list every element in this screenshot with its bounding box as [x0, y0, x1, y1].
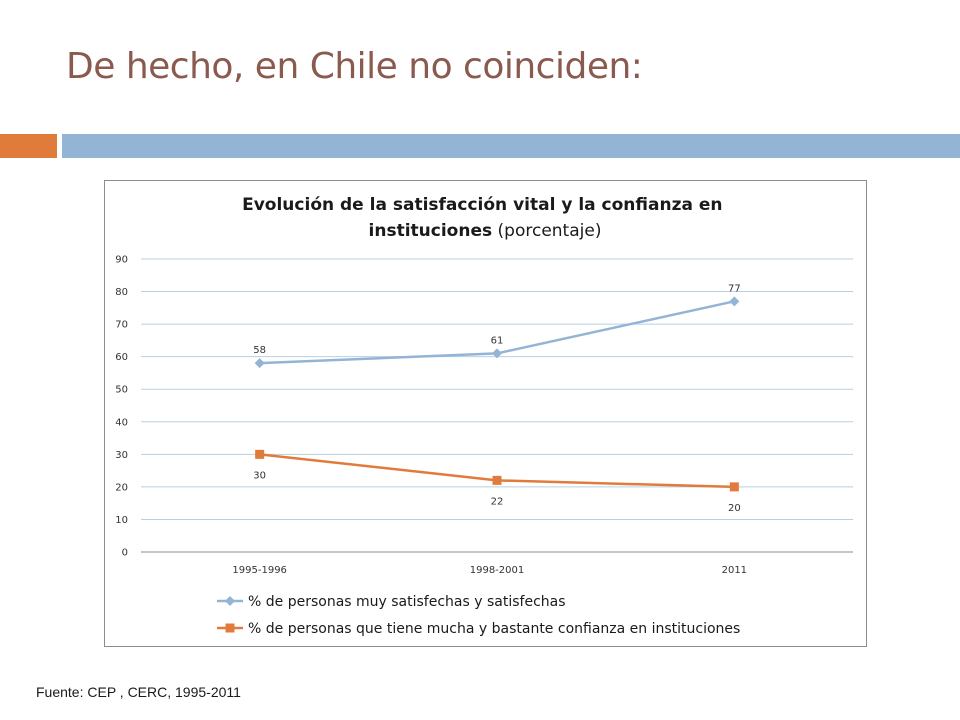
y-tick-label: 0: [122, 548, 128, 559]
legend-item: % de personas que tiene mucha y bastante…: [217, 621, 740, 637]
series-1: 58 61 77: [253, 283, 741, 369]
legend-item: % de personas muy satisfechas y satisfec…: [217, 594, 566, 610]
data-label: 22: [491, 496, 504, 507]
y-tick-label: 80: [115, 287, 128, 298]
chart-title-bold-word: instituciones: [369, 221, 493, 241]
grid-layer: [141, 258, 853, 553]
x-tick-label: 2011: [722, 565, 747, 576]
y-tick-label: 20: [115, 482, 128, 493]
y-tick-label: 70: [115, 320, 128, 331]
data-point: [729, 296, 740, 307]
chart-title: Evolución de la satisfacción vital y la …: [242, 195, 728, 241]
legend-marker: [225, 596, 235, 606]
y-tick-label: 50: [115, 385, 128, 396]
legend-label: % de personas muy satisfechas y satisfec…: [248, 594, 566, 610]
y-tick-label: 90: [115, 255, 128, 266]
y-tick-label: 40: [115, 417, 128, 428]
data-label: 58: [253, 345, 266, 356]
data-point: [255, 449, 265, 459]
accent-bar-orange: [0, 134, 57, 158]
data-point: [254, 358, 265, 369]
data-label: 20: [728, 503, 741, 514]
data-point: [729, 482, 739, 492]
data-label: 61: [491, 335, 504, 346]
data-label: 30: [253, 470, 266, 481]
slide-title: De hecho, en Chile no coinciden:: [66, 46, 643, 87]
accent-bar-blue: [62, 134, 960, 158]
y-tick-label: 10: [115, 515, 128, 526]
chart-frame: Evolución de la satisfacción vital y la …: [104, 180, 867, 647]
y-tick-label: 30: [115, 450, 128, 461]
y-tick-label: 60: [115, 352, 128, 363]
chart-title-line1: Evolución de la satisfacción vital y la …: [242, 195, 722, 215]
source-note: Fuente: CEP , CERC, 1995-2011: [36, 684, 241, 700]
data-label: 77: [728, 283, 741, 294]
line-chart: Evolución de la satisfacción vital y la …: [115, 195, 853, 637]
data-point: [492, 475, 502, 485]
x-tick-label: 1998-2001: [470, 565, 525, 576]
x-tick-label: 1995-1996: [232, 565, 287, 576]
legend: % de personas muy satisfechas y satisfec…: [217, 594, 740, 637]
series-layer: 58 61 77 30 22 20: [253, 283, 740, 514]
axis-layer: 0 10 20 30 40 50 60 70 80 90 1995-1996 1998-2001 201…: [115, 255, 747, 577]
legend-label: % de personas que tiene mucha y bastante…: [248, 621, 740, 637]
legend-marker: [225, 623, 235, 633]
data-point: [492, 348, 502, 359]
series-2: 30 22 20: [253, 449, 741, 514]
chart-title-line2: instituciones (porcentaje): [369, 221, 602, 241]
chart-title-unit: (porcentaje): [492, 221, 601, 241]
